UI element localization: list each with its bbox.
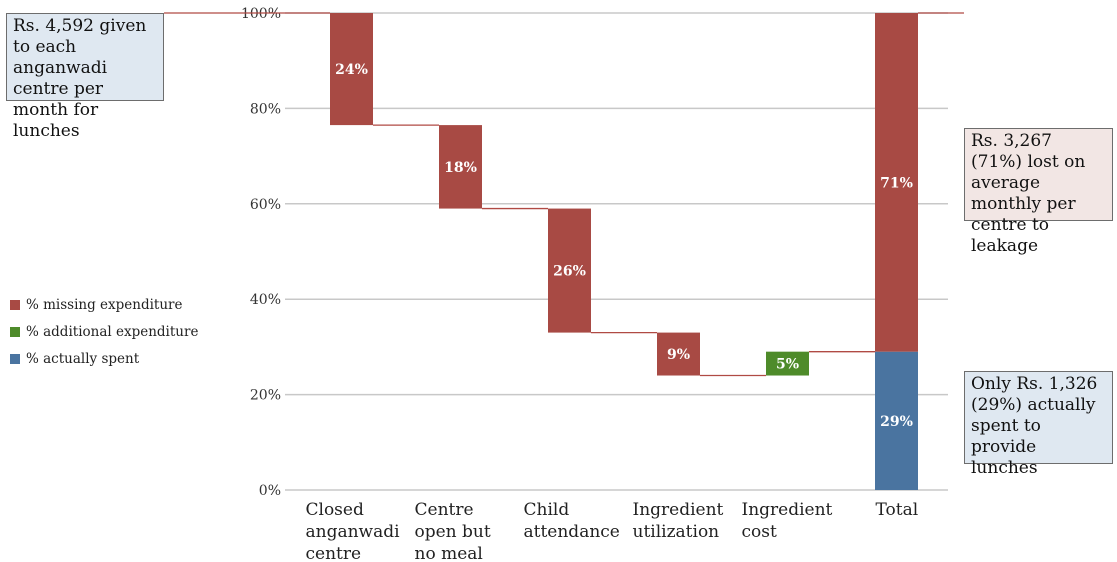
x-tick-label-line: utilization	[633, 522, 720, 542]
legend-item-missing: % missing expenditure	[10, 291, 198, 318]
bar-value-label: 5%	[776, 357, 799, 373]
y-tick-label: 60%	[250, 197, 281, 213]
chart-legend: % missing expenditure % additional expen…	[10, 291, 198, 372]
y-tick-label: 80%	[250, 101, 281, 117]
x-tick-label-line: Total	[876, 500, 919, 520]
y-tick-label: 0%	[259, 483, 281, 499]
x-tick-label: Total	[876, 500, 919, 520]
legend-swatch-additional	[10, 326, 20, 337]
x-tick-label-line: cost	[742, 522, 777, 542]
x-tick-label: Centre open but no meal	[415, 500, 491, 562]
bar-value-label: 29%	[880, 414, 913, 430]
bar-step	[766, 351, 809, 376]
x-tick-label: Closed anganwadi centre	[306, 500, 401, 562]
x-tick-label: Ingredient cost	[742, 500, 833, 542]
bar-value-label: 24%	[335, 62, 368, 78]
annotation-leakage: Rs. 3,267 (71%) lost on average monthly …	[964, 128, 1113, 256]
x-tick-label-line: Ingredient	[742, 500, 833, 520]
bar-total-spent	[875, 351, 918, 490]
legend-item-spent: % actually spent	[10, 345, 198, 372]
x-tick-label-line: Ingredient	[633, 500, 724, 520]
x-tick-label-line: Centre	[415, 500, 474, 520]
annotation-actually-spent: Only Rs. 1,326 (29%) actually spent to p…	[964, 371, 1113, 478]
legend-swatch-spent	[10, 353, 20, 364]
legend-label-missing: % missing expenditure	[26, 296, 183, 313]
y-tick-label: 100%	[241, 6, 281, 22]
x-tick-label-line: attendance	[524, 522, 620, 542]
bar-step	[439, 125, 482, 209]
bar-total-missing	[875, 13, 918, 352]
x-tick-label-line: Child	[524, 500, 570, 520]
legend-label-spent: % actually spent	[26, 350, 140, 367]
legend-label-additional: % additional expenditure	[26, 323, 199, 340]
bar-step	[330, 13, 373, 126]
x-tick-label-line: centre	[306, 544, 362, 562]
bar-value-label: 18%	[444, 160, 477, 176]
bar-step	[657, 332, 700, 376]
x-tick-label-line: open but	[415, 522, 491, 542]
x-tick-label: Child attendance	[524, 500, 620, 542]
bar-value-label: 71%	[880, 175, 913, 191]
x-tick-label-line: Closed	[306, 500, 364, 520]
y-tick-label: 20%	[250, 388, 281, 404]
bar-value-label: 9%	[667, 347, 690, 363]
legend-swatch-missing	[10, 299, 20, 310]
x-tick-label-line: anganwadi	[306, 522, 401, 542]
bar-value-label: 26%	[553, 264, 586, 280]
bar-step	[548, 208, 591, 333]
legend-item-additional: % additional expenditure	[10, 318, 198, 345]
annotation-budget-given: Rs. 4,592 given to each anganwadi centre…	[6, 13, 164, 141]
y-tick-label: 40%	[250, 292, 281, 308]
x-tick-label: Ingredient utilization	[633, 500, 724, 542]
x-tick-label-line: no meal	[415, 544, 483, 562]
